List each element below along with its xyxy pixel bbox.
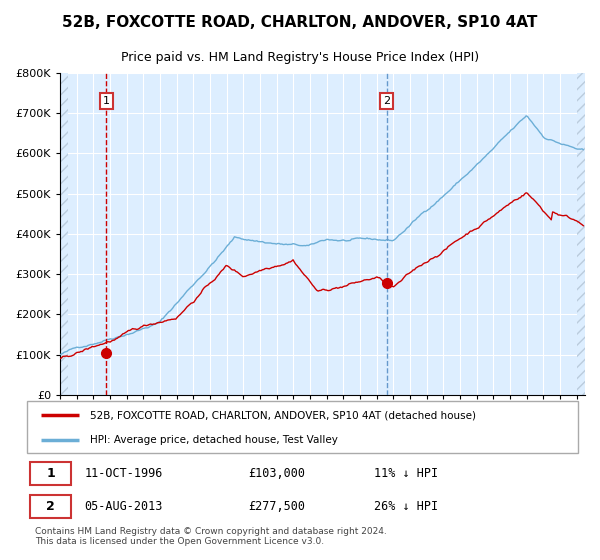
Text: 11% ↓ HPI: 11% ↓ HPI — [374, 467, 438, 480]
Text: 2: 2 — [46, 500, 55, 513]
Text: 26% ↓ HPI: 26% ↓ HPI — [374, 500, 438, 513]
Text: 52B, FOXCOTTE ROAD, CHARLTON, ANDOVER, SP10 4AT (detached house): 52B, FOXCOTTE ROAD, CHARLTON, ANDOVER, S… — [90, 410, 476, 420]
Text: HPI: Average price, detached house, Test Valley: HPI: Average price, detached house, Test… — [90, 436, 338, 445]
Text: 52B, FOXCOTTE ROAD, CHARLTON, ANDOVER, SP10 4AT: 52B, FOXCOTTE ROAD, CHARLTON, ANDOVER, S… — [62, 15, 538, 30]
FancyBboxPatch shape — [27, 402, 578, 453]
Text: £103,000: £103,000 — [248, 467, 305, 480]
Text: 1: 1 — [46, 467, 55, 480]
Text: £277,500: £277,500 — [248, 500, 305, 513]
Text: 11-OCT-1996: 11-OCT-1996 — [85, 467, 163, 480]
Text: 05-AUG-2013: 05-AUG-2013 — [85, 500, 163, 513]
Text: Contains HM Land Registry data © Crown copyright and database right 2024.
This d: Contains HM Land Registry data © Crown c… — [35, 527, 387, 547]
Text: Price paid vs. HM Land Registry's House Price Index (HPI): Price paid vs. HM Land Registry's House … — [121, 51, 479, 64]
Text: 1: 1 — [103, 96, 110, 106]
FancyBboxPatch shape — [30, 462, 71, 484]
FancyBboxPatch shape — [30, 495, 71, 517]
Text: 2: 2 — [383, 96, 390, 106]
